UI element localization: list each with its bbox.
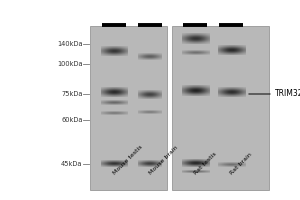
Text: Rat brain: Rat brain bbox=[230, 152, 254, 176]
Text: 75kDa: 75kDa bbox=[61, 91, 82, 97]
Text: 100kDa: 100kDa bbox=[57, 61, 82, 67]
Text: 140kDa: 140kDa bbox=[57, 41, 82, 47]
Text: Mouse testis: Mouse testis bbox=[112, 145, 144, 176]
Bar bbox=[90, 26, 167, 190]
Text: TRIM32: TRIM32 bbox=[274, 90, 300, 98]
Text: 45kDa: 45kDa bbox=[61, 161, 82, 167]
Text: 60kDa: 60kDa bbox=[61, 117, 82, 123]
Text: Rat testis: Rat testis bbox=[194, 152, 218, 176]
Bar bbox=[172, 26, 268, 190]
Text: Mouse brain: Mouse brain bbox=[148, 145, 179, 176]
